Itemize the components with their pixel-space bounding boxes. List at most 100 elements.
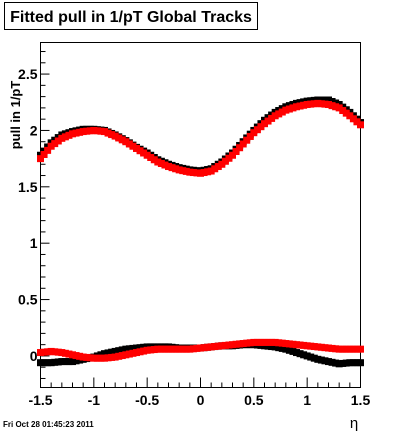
data-point [342, 359, 350, 367]
data-point [278, 344, 286, 352]
data-point [296, 341, 304, 349]
data-point [229, 151, 236, 159]
data-point [76, 352, 84, 360]
data-point [278, 108, 286, 116]
data-point [214, 342, 222, 350]
data-point [72, 352, 80, 360]
data-point [285, 346, 293, 354]
data-point [40, 150, 48, 158]
data-point [225, 154, 233, 162]
data-point [58, 134, 66, 142]
data-point [314, 343, 322, 351]
y-axis-title: pull in 1/pT [8, 81, 23, 150]
data-point [51, 140, 59, 148]
data-point [118, 136, 126, 144]
data-point [321, 96, 329, 104]
data-point [61, 349, 69, 357]
data-point [207, 343, 215, 351]
data-point [154, 345, 162, 353]
data-point [86, 354, 94, 362]
data-point [342, 109, 350, 117]
data-point [296, 102, 304, 110]
data-point [108, 348, 116, 356]
data-point [111, 347, 119, 355]
data-point [172, 345, 180, 353]
data-point [133, 344, 140, 352]
data-point [69, 130, 76, 138]
data-point [353, 359, 361, 367]
data-point [303, 342, 311, 350]
data-point [111, 353, 119, 361]
data-point [335, 104, 343, 112]
data-point [349, 115, 357, 123]
data-point [310, 354, 318, 362]
data-point [289, 347, 297, 355]
data-point [243, 339, 251, 347]
data-point [54, 358, 62, 366]
data-point [339, 359, 347, 367]
data-point [90, 354, 98, 362]
data-point [200, 169, 208, 177]
data-point [317, 100, 325, 108]
data-point [317, 356, 325, 364]
data-points [37, 96, 364, 368]
data-point [79, 353, 87, 361]
data-point [104, 354, 112, 362]
y-tick-label: 2 [30, 122, 38, 138]
data-point [61, 133, 69, 141]
data-point [271, 343, 279, 351]
data-point [232, 340, 240, 348]
data-point [168, 345, 176, 353]
data-point [182, 167, 190, 175]
data-point [165, 345, 172, 353]
y-tick-label: 2.5 [18, 66, 38, 82]
data-point [346, 345, 354, 353]
data-point [246, 339, 254, 347]
data-point [285, 340, 293, 348]
data-point [300, 341, 308, 349]
data-point [104, 129, 112, 137]
data-point [111, 132, 119, 140]
data-point [236, 144, 244, 152]
data-point [86, 127, 94, 135]
data-point [268, 338, 276, 346]
data-point [346, 359, 354, 367]
data-point [342, 345, 350, 353]
data-point [133, 144, 140, 152]
data-point [289, 104, 297, 112]
x-tick-label: -1.5 [28, 392, 52, 408]
data-point [93, 354, 101, 362]
data-point [69, 358, 76, 366]
data-point [90, 126, 98, 134]
data-point [332, 99, 340, 107]
data-point [83, 127, 91, 135]
data-point [97, 354, 105, 362]
y-tick-labels: 0 0.5 1 1.5 2 2.5 [18, 66, 38, 364]
data-point [115, 347, 123, 355]
data-point [65, 131, 73, 139]
data-point [278, 339, 286, 347]
data-point [218, 160, 226, 168]
data-point [101, 350, 108, 358]
data-point [357, 345, 364, 353]
data-point [332, 103, 340, 111]
data-point [310, 100, 318, 108]
data-point [293, 103, 300, 111]
data-point [268, 114, 276, 122]
data-point [314, 355, 322, 363]
data-point [150, 156, 158, 164]
x-tick-label: 0.5 [244, 392, 264, 408]
data-point [129, 344, 137, 352]
data-point [264, 342, 272, 350]
data-point [346, 112, 354, 120]
data-point [282, 106, 290, 114]
data-point [211, 343, 219, 351]
x-tick-labels: -1.5 -1 -0.5 0 0.5 1 1.5 [28, 392, 370, 408]
data-point [293, 349, 300, 357]
data-point [339, 345, 347, 353]
series-1 [37, 99, 364, 177]
data-point [97, 127, 105, 135]
data-point [136, 344, 144, 352]
data-point [47, 347, 55, 355]
data-point [204, 343, 212, 351]
